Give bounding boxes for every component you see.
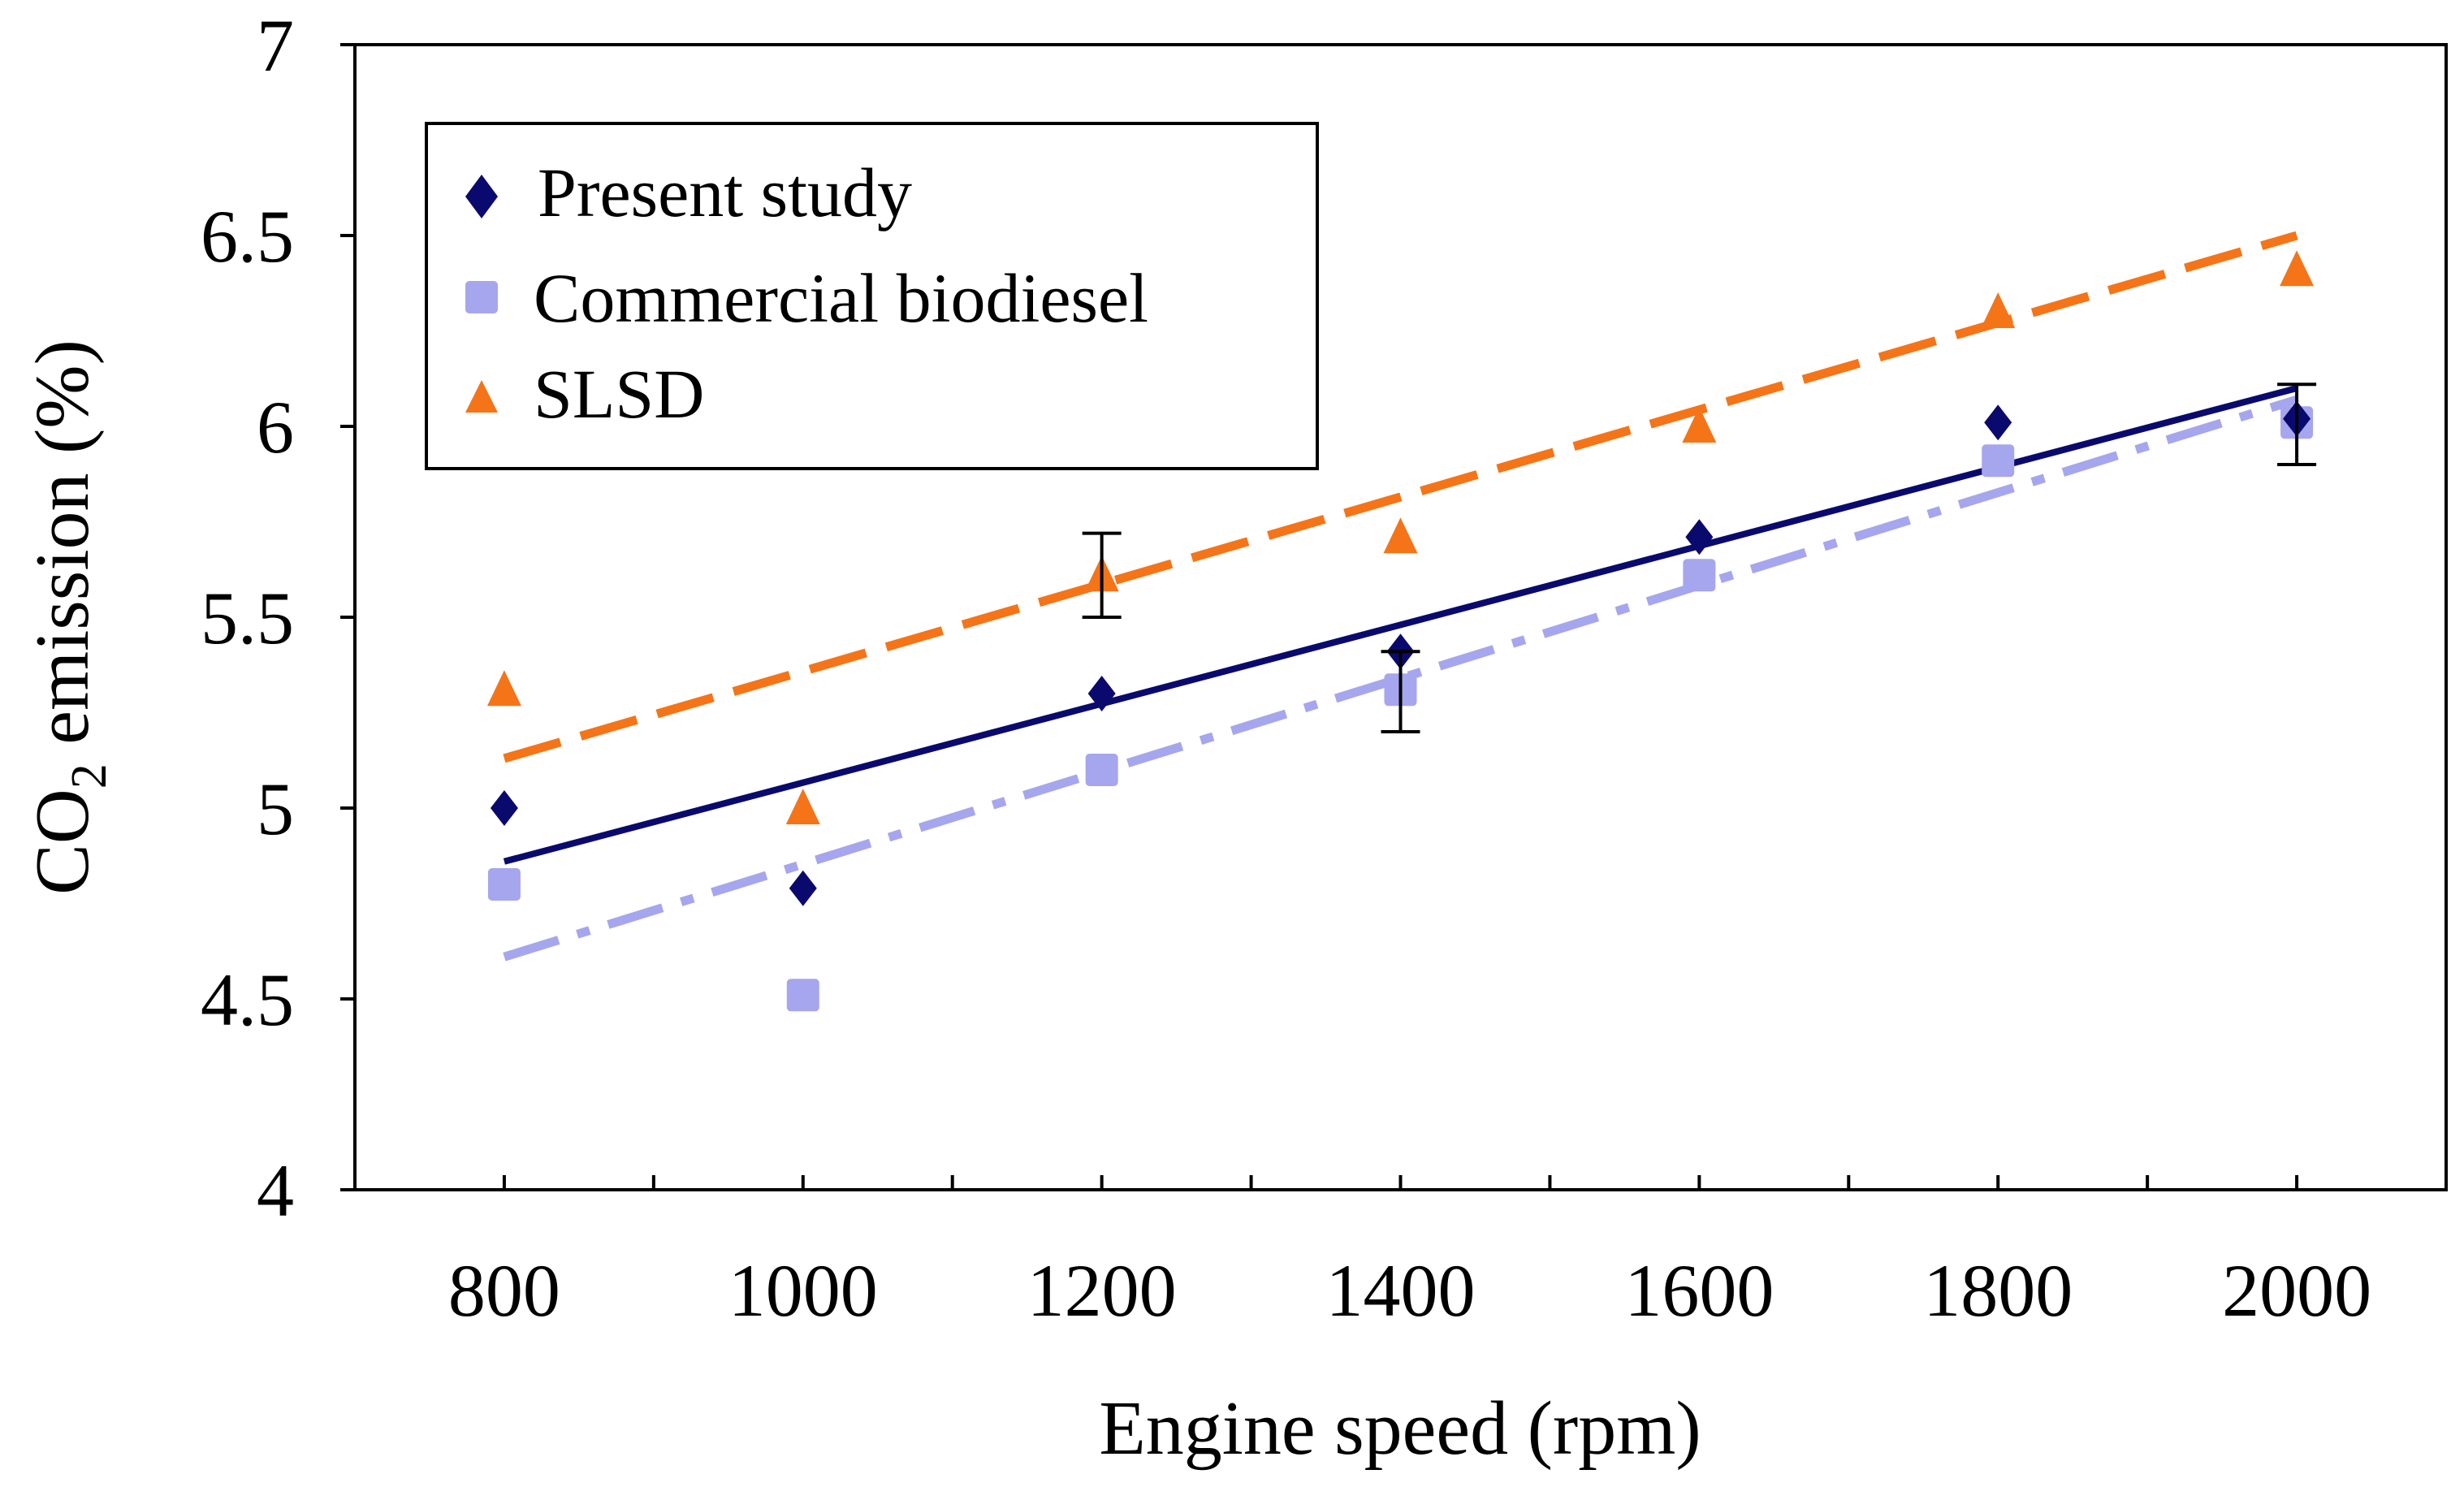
- legend-label-commercial-biodiesel: Commercial biodiesel: [534, 259, 1148, 337]
- x-tick-label: 1600: [1624, 1249, 1774, 1332]
- data-markers: [486, 250, 2315, 1012]
- y-tick-label: 4: [257, 1149, 294, 1232]
- y-axis-title: CO2 emission (%): [20, 339, 117, 895]
- y-axis-title-subscript: 2: [62, 763, 117, 789]
- marker-commercial-biodiesel: [1982, 444, 2015, 478]
- marker-slsd: [2280, 250, 2315, 287]
- y-tick-label: 6: [257, 386, 294, 469]
- y-tick-label: 6.5: [201, 195, 294, 278]
- legend-label-slsd: SLSD: [534, 355, 704, 433]
- error-bars: [1082, 383, 2317, 733]
- y-tick-label: 4.5: [201, 958, 294, 1041]
- axis-ticks: [340, 43, 2448, 1191]
- x-tick-label: 800: [448, 1249, 560, 1332]
- y-tick-labels: 4 4.5 5 5.5 6 6.5 7: [201, 4, 294, 1232]
- marker-present-study: [1087, 676, 1116, 711]
- x-tick-label: 2000: [2222, 1249, 2371, 1332]
- legend: Present study Commercial biodiesel SLSD: [425, 122, 1319, 470]
- y-tick-label: 5.5: [201, 577, 294, 659]
- y-axis-title-main: CO: [20, 789, 105, 895]
- legend-label-present-study: Present study: [538, 153, 912, 231]
- marker-present-study: [789, 870, 817, 906]
- x-tick-label: 1800: [1923, 1249, 2073, 1332]
- legend-box: [425, 122, 1319, 470]
- marker-slsd: [1981, 292, 2016, 328]
- marker-commercial-biodiesel: [786, 979, 819, 1012]
- x-tick-label: 1400: [1326, 1249, 1476, 1332]
- y-tick-label: 5: [257, 767, 294, 850]
- marker-commercial-biodiesel: [1683, 559, 1716, 592]
- marker-slsd: [1682, 407, 1717, 443]
- trend-line-commercial-biodiesel: [503, 395, 2298, 962]
- x-tick-labels: 800 1000 1200 1400 1600 1800 2000: [448, 1249, 2371, 1332]
- marker-present-study: [1685, 519, 1714, 555]
- marker-present-study: [490, 790, 518, 826]
- legend-marker-present-study: [465, 175, 498, 218]
- legend-marker-commercial-biodiesel: [465, 281, 498, 313]
- marker-commercial-biodiesel: [1085, 754, 1118, 786]
- y-tick-label: 7: [257, 4, 294, 87]
- marker-slsd: [1383, 517, 1418, 554]
- x-axis-title: Engine speed (rpm): [1099, 1386, 1701, 1471]
- marker-slsd: [785, 789, 820, 824]
- marker-present-study: [1984, 404, 2012, 441]
- y-axis-title-rest: emission (%): [20, 339, 105, 763]
- marker-slsd: [486, 670, 521, 707]
- x-tick-label: 1200: [1027, 1249, 1177, 1332]
- x-tick-label: 1000: [728, 1249, 878, 1332]
- legend-marker-slsd: [465, 380, 498, 413]
- marker-commercial-biodiesel: [487, 868, 521, 901]
